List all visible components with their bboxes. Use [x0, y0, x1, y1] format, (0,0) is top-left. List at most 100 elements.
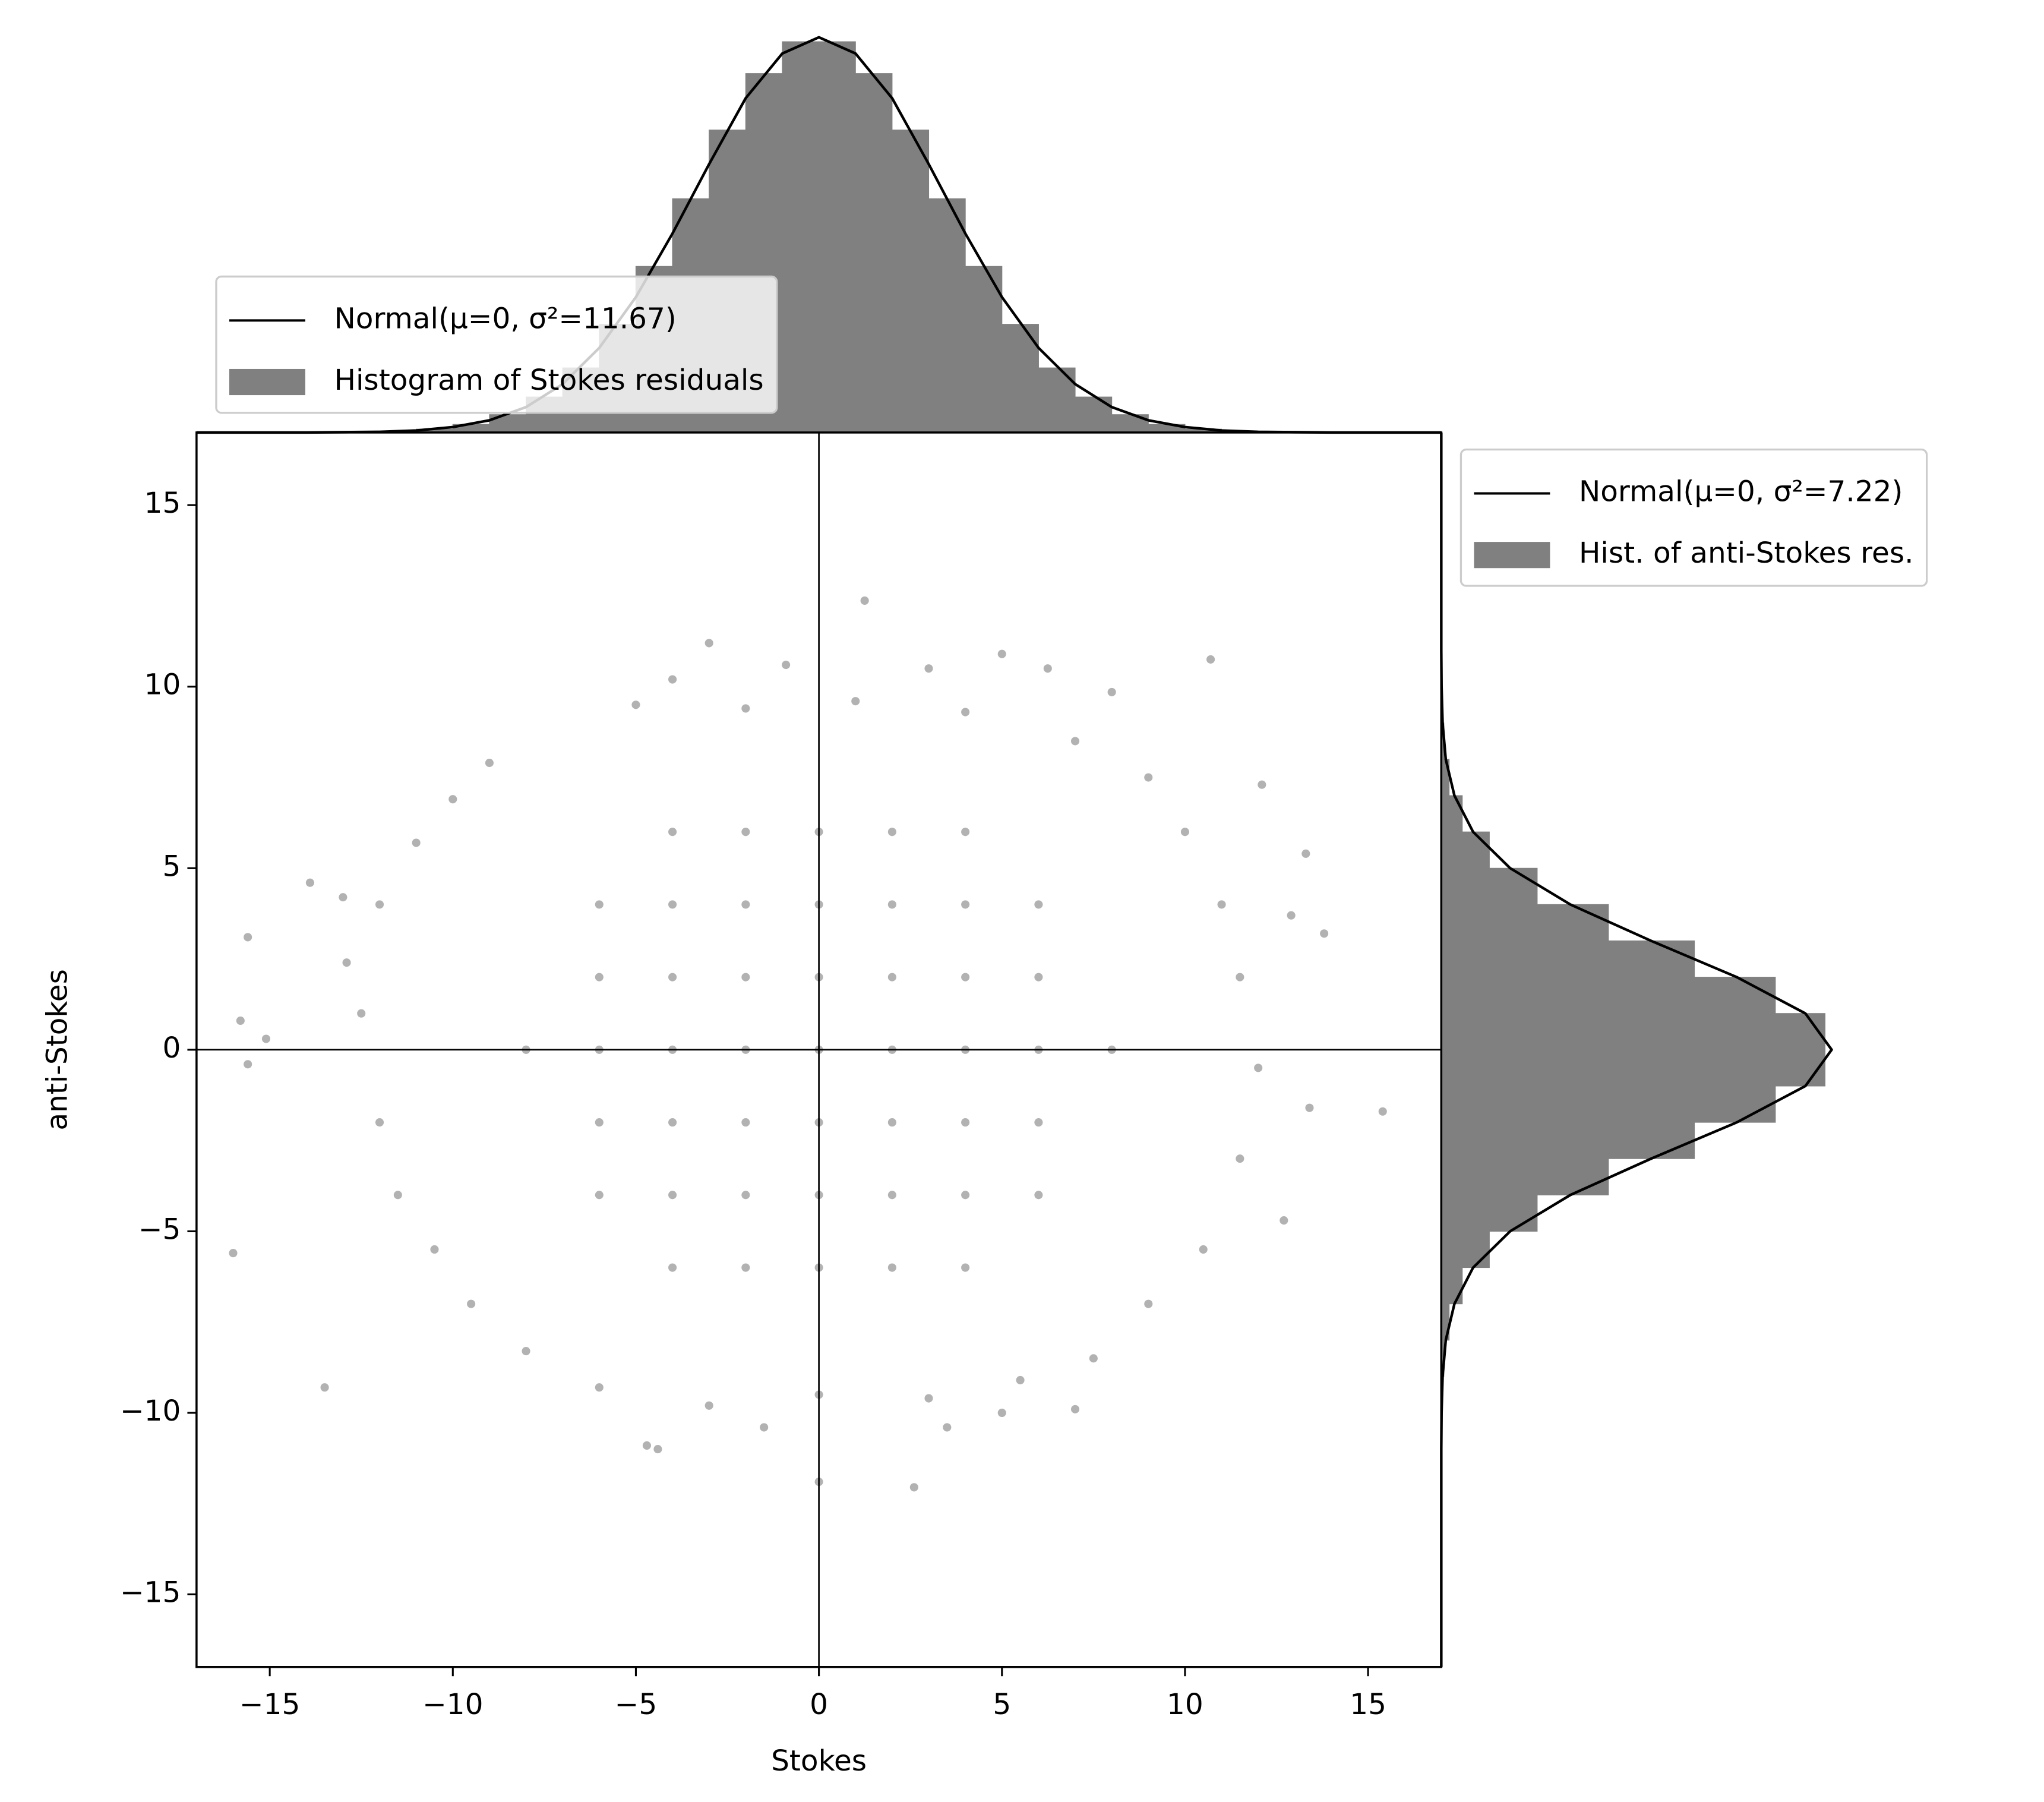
scatter-point — [1144, 773, 1153, 782]
scatter-point — [305, 878, 314, 887]
scatter-point — [1236, 973, 1244, 982]
scatter-point — [375, 900, 384, 909]
scatter-point — [631, 700, 640, 709]
legend-label: Histogram of Stokes residuals — [334, 364, 763, 397]
scatter-point — [1236, 1154, 1244, 1163]
histogram-bar — [928, 198, 966, 433]
scatter-point — [961, 1118, 970, 1127]
histogram-bar — [1440, 1230, 1490, 1268]
scatter-point — [1217, 900, 1226, 909]
scatter-point — [339, 893, 347, 902]
legend-box — [1459, 448, 1928, 587]
scatter-point — [668, 973, 677, 982]
histogram-bar — [855, 73, 893, 433]
scatter-point — [741, 900, 750, 909]
scatter-point — [887, 973, 896, 982]
legend-label: Hist. of anti-Stokes res. — [1579, 537, 1914, 570]
histogram-bar — [1440, 1013, 1826, 1050]
scatter-point — [1043, 664, 1052, 673]
scatter-point — [997, 649, 1006, 658]
scatter-point — [467, 1299, 476, 1308]
scatter-point — [668, 1118, 677, 1127]
scatter-point — [1378, 1107, 1387, 1116]
scatter-point — [668, 828, 677, 837]
scatter-point — [1287, 911, 1296, 920]
legend-swatch — [229, 368, 305, 396]
histogram-bar — [1440, 1122, 1695, 1159]
scatter-point — [1034, 973, 1043, 982]
histogram-bar — [1440, 795, 1463, 832]
scatter-point — [741, 973, 750, 982]
scatter-point — [1280, 1216, 1288, 1225]
scatter-point — [961, 828, 970, 837]
scatter-point — [1320, 929, 1329, 938]
scatter-point — [961, 1191, 970, 1200]
scatter-point — [851, 697, 860, 706]
scatter-point — [1034, 1118, 1043, 1127]
y-tick-label: −15 — [120, 1576, 181, 1610]
scatter-point — [860, 596, 869, 605]
scatter-point — [1034, 1191, 1043, 1200]
scatter-point — [1107, 687, 1116, 696]
scatter-point — [375, 1118, 384, 1127]
legend: Normal(μ=0, σ²=7.22) Hist. of anti-Stokes… — [1459, 448, 1928, 587]
x-tick-label: 15 — [1350, 1688, 1386, 1721]
scatter-point — [741, 1191, 750, 1200]
scatter-point — [522, 1347, 530, 1356]
scatter-point — [1254, 1063, 1263, 1072]
scatter-point — [595, 1383, 604, 1392]
scatter-point — [668, 1263, 677, 1272]
legend-label: Normal(μ=0, σ²=7.22) — [1579, 475, 1903, 509]
scatter-point — [961, 900, 970, 909]
scatter-point — [1034, 900, 1043, 909]
scatter-point — [1089, 1354, 1098, 1363]
histogram-bar — [1440, 1267, 1463, 1305]
x-tick-label: 0 — [810, 1688, 828, 1721]
scatter-point — [1070, 737, 1080, 746]
y-tick-label: 5 — [163, 850, 181, 883]
scatter-point — [782, 661, 791, 670]
scatter-point — [653, 1445, 662, 1454]
legend-box — [215, 275, 778, 414]
y-tick-label: 10 — [144, 668, 181, 702]
legend-swatch — [1474, 542, 1550, 569]
scatter-point — [741, 1263, 750, 1272]
scatter-layer — [229, 596, 1387, 1492]
histogram-bar — [782, 41, 820, 433]
scatter-point — [595, 900, 604, 909]
y-tick-label: −5 — [138, 1213, 181, 1246]
histogram-bar — [1440, 1194, 1538, 1232]
scatter-point — [668, 900, 677, 909]
y-tick-label: −10 — [120, 1394, 181, 1428]
scatter-point — [887, 1118, 896, 1127]
scatter-point — [1070, 1405, 1080, 1413]
scatter-point — [741, 828, 750, 837]
scatter-point — [704, 639, 713, 648]
scatter-point — [1199, 1245, 1208, 1254]
scatter-point — [887, 828, 896, 837]
scatter-point — [924, 664, 933, 673]
scatter-point — [741, 1118, 750, 1127]
scatter-point — [741, 704, 750, 713]
density-curve — [196, 36, 1442, 434]
scatter-point — [1206, 655, 1215, 664]
scatter-point — [595, 1118, 604, 1127]
histogram-bar — [1440, 904, 1609, 942]
scatter-point — [236, 1016, 245, 1025]
legend-label: Normal(μ=0, σ²=11.67) — [334, 302, 676, 335]
histogram-bar — [819, 41, 856, 433]
scatter-point — [1305, 1103, 1314, 1112]
histogram-bar — [1440, 831, 1490, 869]
histogram-bar — [1440, 1158, 1609, 1195]
histogram-bar — [1440, 940, 1695, 978]
legend: Normal(μ=0, σ²=11.67) Histogram of Stokes… — [215, 275, 778, 414]
scatter-point — [961, 708, 970, 717]
y-tick-label: 15 — [144, 487, 181, 520]
histogram-bar — [892, 130, 930, 433]
scatter-point — [1301, 849, 1310, 858]
histogram-bar — [1440, 1085, 1776, 1123]
scatter-point — [909, 1483, 918, 1492]
